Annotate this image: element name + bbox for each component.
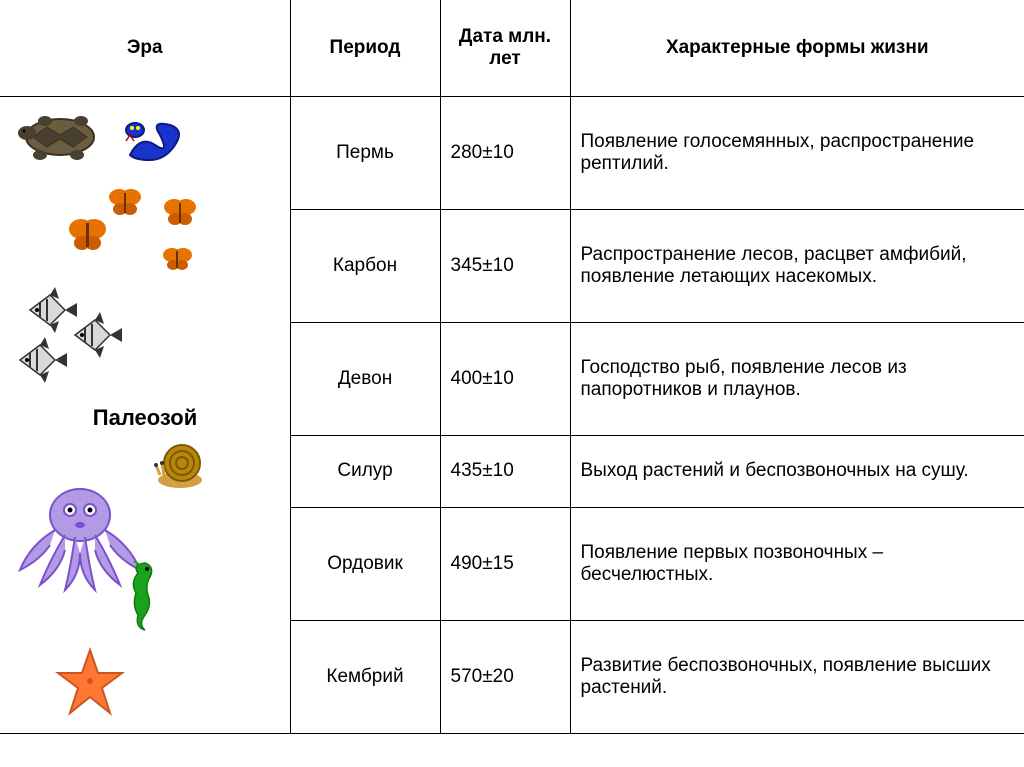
header-era: Эра	[0, 0, 290, 97]
header-period: Период	[290, 0, 440, 97]
life-cell: Выход растений и беспозвоночных на сушу.	[570, 435, 1024, 507]
seahorse-icon	[120, 555, 165, 635]
paleozoic-table: Эра Период Дата млн. лет Характерные фор…	[0, 0, 1024, 734]
era-cell: Палеозой	[0, 97, 290, 734]
butterfly-icon	[65, 215, 110, 255]
organisms-illustration: Палеозой	[10, 105, 280, 725]
date-cell: 435±10	[440, 435, 570, 507]
period-cell: Пермь	[290, 97, 440, 210]
life-cell: Господство рыб, появление лесов из папор…	[570, 322, 1024, 435]
header-life: Характерные формы жизни	[570, 0, 1024, 97]
date-cell: 400±10	[440, 322, 570, 435]
fish-icon	[15, 335, 70, 385]
era-label: Палеозой	[10, 405, 280, 431]
butterfly-icon	[160, 245, 195, 275]
period-cell: Силур	[290, 435, 440, 507]
snail-icon	[150, 435, 210, 490]
table-row: Палеозой	[0, 97, 1024, 210]
fish-icon	[70, 310, 125, 360]
butterfly-icon	[105, 185, 145, 220]
turtle-icon	[15, 105, 105, 165]
date-cell: 490±15	[440, 508, 570, 621]
header-date: Дата млн. лет	[440, 0, 570, 97]
life-cell: Развитие беспозвоночных, появление высши…	[570, 621, 1024, 734]
snake-icon	[120, 115, 190, 175]
date-cell: 345±10	[440, 209, 570, 322]
life-cell: Появление первых позвоночных – бесчелюст…	[570, 508, 1024, 621]
life-cell: Появление голосемянных, распространение …	[570, 97, 1024, 210]
period-cell: Девон	[290, 322, 440, 435]
period-cell: Карбон	[290, 209, 440, 322]
date-cell: 280±10	[440, 97, 570, 210]
starfish-icon	[50, 645, 130, 720]
period-cell: Кембрий	[290, 621, 440, 734]
date-cell: 570±20	[440, 621, 570, 734]
butterfly-icon	[160, 195, 200, 230]
header-row: Эра Период Дата млн. лет Характерные фор…	[0, 0, 1024, 97]
life-cell: Распространение лесов, расцвет амфибий, …	[570, 209, 1024, 322]
period-cell: Ордовик	[290, 508, 440, 621]
